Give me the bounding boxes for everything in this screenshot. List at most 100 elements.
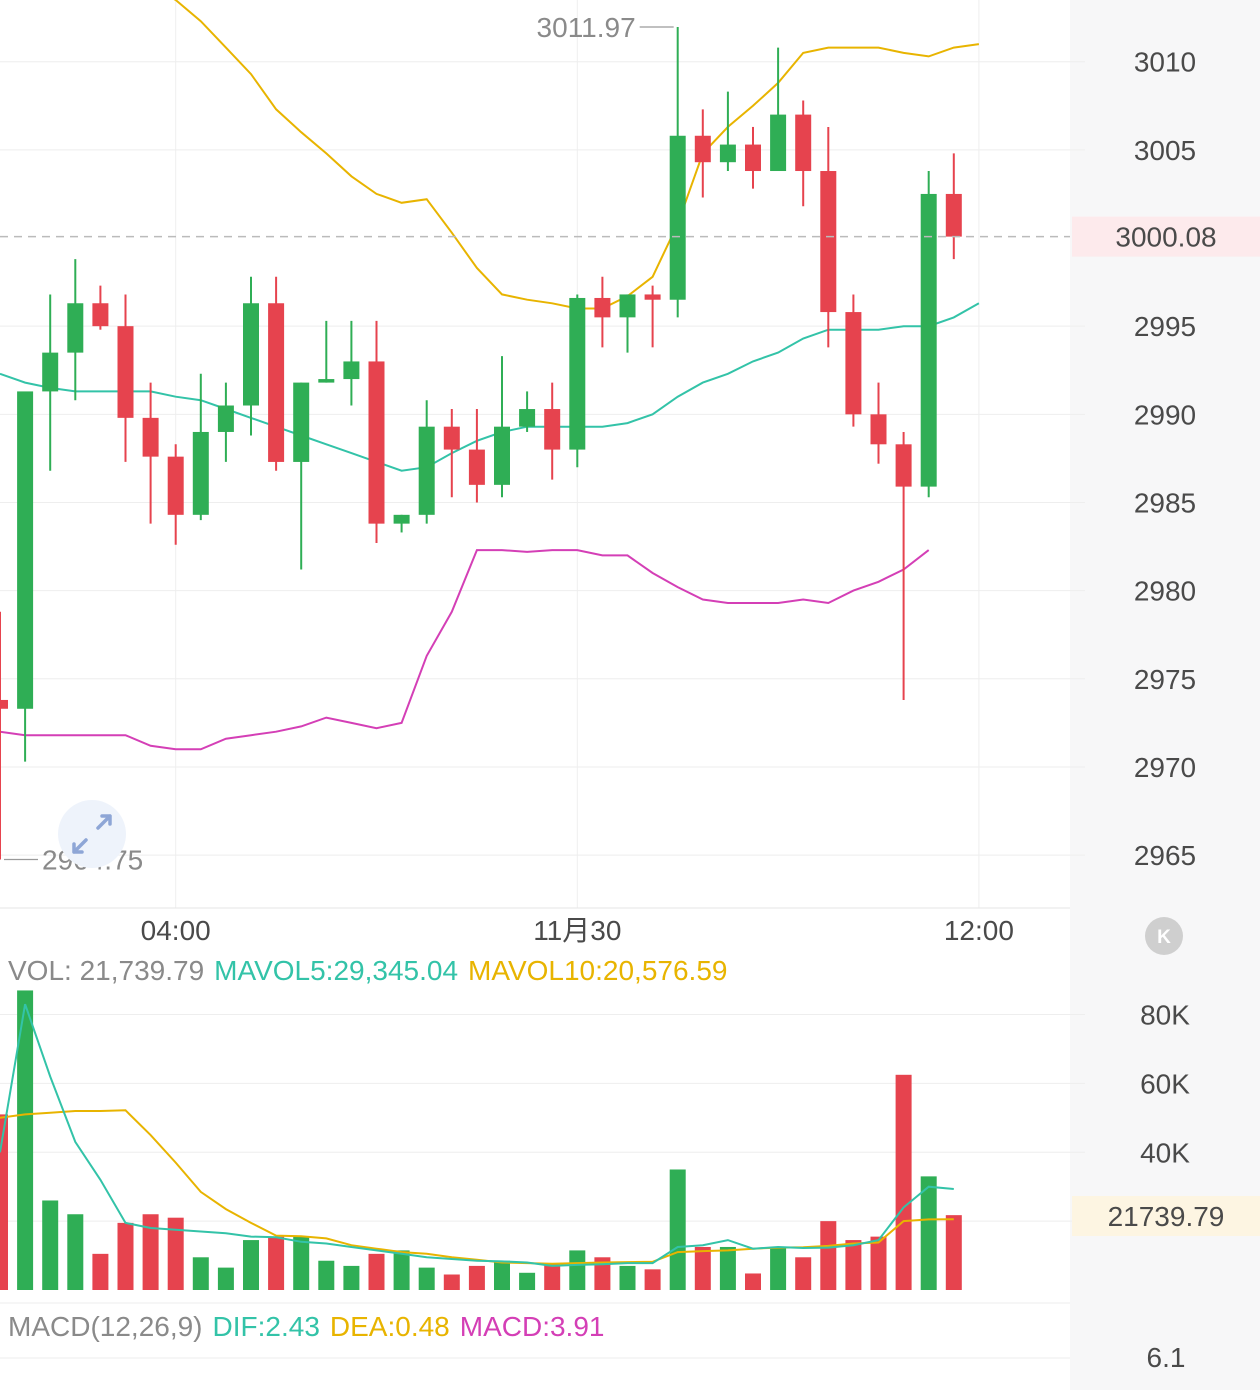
candle-body xyxy=(895,444,912,487)
expand-arrows-icon[interactable] xyxy=(58,800,126,868)
time-x-tick: 04:00 xyxy=(141,915,211,946)
candle-body xyxy=(167,456,184,515)
candle-body xyxy=(544,409,561,450)
candle-body xyxy=(117,326,134,418)
volume-bar xyxy=(795,1257,812,1290)
mavol5-legend: MAVOL5:29,345.04 xyxy=(214,955,458,986)
volume-bar xyxy=(770,1246,787,1290)
k-badge-icon[interactable]: K xyxy=(1145,917,1183,955)
y-axis-panel xyxy=(1070,0,1260,1390)
candle xyxy=(117,294,134,462)
candle-body xyxy=(393,514,410,524)
candle xyxy=(42,294,59,471)
candle-body xyxy=(569,297,586,450)
volume-bar xyxy=(92,1253,109,1290)
volume-bar xyxy=(544,1264,561,1290)
candle xyxy=(343,320,360,406)
candle xyxy=(468,409,485,503)
macd-legend: MACD(12,26,9) DIF:2.43 DEA:0.48 MACD:3.91 xyxy=(8,1311,604,1342)
candle xyxy=(945,153,962,260)
price-grid xyxy=(0,0,1085,908)
candle xyxy=(0,611,8,860)
price-y-tick: 3005 xyxy=(1134,135,1196,166)
candle xyxy=(217,382,234,462)
candle xyxy=(770,47,787,172)
candle-body xyxy=(368,361,385,524)
volume-bar xyxy=(694,1246,711,1290)
volume-bar xyxy=(17,990,34,1290)
volume-y-tick: 60K xyxy=(1140,1068,1190,1099)
price-y-tick: 2980 xyxy=(1134,576,1196,607)
candle xyxy=(192,373,209,521)
volume-bar xyxy=(719,1246,736,1290)
candle-body xyxy=(870,414,887,445)
vol-legend-value: VOL: 21,739.79 xyxy=(8,955,204,986)
candle xyxy=(67,259,84,401)
candle-body xyxy=(945,193,962,237)
candle-body xyxy=(494,426,510,485)
candle-body xyxy=(669,135,686,300)
candle-body xyxy=(694,135,711,163)
candle-body xyxy=(644,294,661,300)
candle xyxy=(920,171,937,498)
candle xyxy=(443,409,460,498)
dea-legend: DEA:0.48 xyxy=(330,1311,450,1342)
volume-bar xyxy=(268,1236,285,1290)
candle xyxy=(167,444,184,545)
candle xyxy=(494,356,510,498)
candle xyxy=(293,382,310,570)
upper-band-line xyxy=(173,0,980,310)
candle xyxy=(719,91,736,172)
volume-bar xyxy=(117,1222,134,1290)
volume-bar xyxy=(920,1176,937,1290)
candle-body xyxy=(418,426,435,515)
volume-bar xyxy=(494,1260,510,1290)
candle xyxy=(745,126,761,189)
volume-bar xyxy=(870,1236,887,1290)
candle-body xyxy=(770,114,787,172)
volume-bar xyxy=(293,1236,310,1290)
lower-band-line xyxy=(0,549,930,751)
volume-bar xyxy=(418,1267,435,1290)
candle xyxy=(795,100,812,207)
last-volume-marker xyxy=(1072,1196,1260,1236)
candle-body xyxy=(594,297,611,318)
candle xyxy=(519,391,536,432)
svg-text:K: K xyxy=(1157,927,1171,948)
volume-bar xyxy=(192,1257,209,1290)
volume-bar xyxy=(519,1272,536,1290)
candle-body xyxy=(820,171,837,313)
candle-body xyxy=(745,144,761,172)
candle xyxy=(569,294,586,468)
candle-body xyxy=(192,431,209,515)
volume-bar xyxy=(243,1240,259,1290)
candle-body xyxy=(268,303,285,462)
candle xyxy=(845,294,862,427)
price-y-tick: 2990 xyxy=(1134,399,1196,430)
volume-bar xyxy=(217,1267,234,1290)
volume-y-axis: 80K 60K 40K xyxy=(1140,1000,1190,1169)
last-volume-label: 21739.79 xyxy=(1108,1201,1225,1232)
candle xyxy=(619,294,636,353)
candle xyxy=(142,382,159,524)
middle-band-line xyxy=(0,302,980,472)
volume-bar xyxy=(895,1074,912,1290)
volume-bar xyxy=(820,1221,837,1290)
candle-body xyxy=(67,303,84,353)
time-x-tick: 12:00 xyxy=(944,915,1014,946)
candle-body xyxy=(845,312,862,415)
volume-y-tick: 80K xyxy=(1140,1000,1190,1031)
candle-body xyxy=(217,405,234,432)
volume-bar xyxy=(669,1169,686,1290)
volume-bars xyxy=(0,990,962,1290)
candle xyxy=(92,285,109,330)
candle xyxy=(669,26,686,318)
candle xyxy=(870,382,887,464)
volume-bar xyxy=(67,1214,84,1290)
volume-y-tick: 40K xyxy=(1140,1137,1190,1168)
volume-bar xyxy=(42,1200,59,1290)
price-y-tick: 2975 xyxy=(1134,664,1196,695)
candle xyxy=(243,276,259,436)
candle-body xyxy=(619,294,636,318)
